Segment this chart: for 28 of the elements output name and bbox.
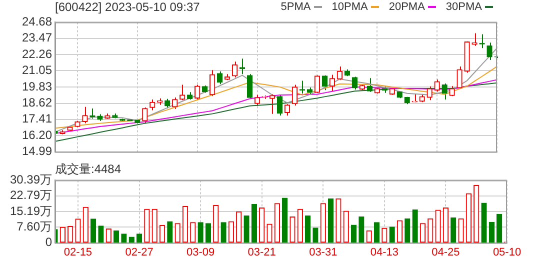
legend-label: 30PMA bbox=[446, 0, 482, 14]
y-tick-label: 19.83 bbox=[22, 79, 52, 94]
y-tick-label: 22.79万 bbox=[10, 188, 52, 202]
x-tick-label: 04-25 bbox=[432, 246, 460, 258]
y-tick-label: 7.60万 bbox=[16, 219, 52, 234]
y-tick-label: 14.99 bbox=[22, 144, 52, 158]
chart-title: 成交量:4484 bbox=[55, 162, 122, 176]
y-tick-label: 21.05 bbox=[22, 63, 52, 78]
y-tick-label: 23.47 bbox=[22, 30, 52, 45]
x-tick-label: 03-09 bbox=[186, 246, 215, 258]
x-tick-label: 02-15 bbox=[64, 246, 92, 258]
chart-title: [600422] 2023-05-10 09:37 bbox=[55, 0, 200, 14]
x-tick-label: 03-21 bbox=[248, 246, 276, 258]
y-tick-label: 30.39万 bbox=[10, 172, 52, 187]
x-tick-label: 03-31 bbox=[309, 246, 338, 258]
y-tick-label: 18.62 bbox=[22, 96, 52, 110]
legend-label: 20PMA bbox=[388, 0, 425, 14]
y-tick-label: 22.26 bbox=[22, 46, 52, 61]
y-tick-label: 15.19万 bbox=[10, 204, 52, 218]
x-tick-label: 04-13 bbox=[370, 246, 398, 258]
x-tick-label: 05-10 bbox=[492, 246, 522, 258]
y-tick-label: 16.20 bbox=[22, 128, 52, 142]
y-tick-label: 0 bbox=[45, 235, 52, 250]
legend-label: 10PMA bbox=[332, 0, 368, 14]
x-tick-label: 02-27 bbox=[125, 246, 154, 258]
y-tick-label: 17.41 bbox=[22, 112, 52, 126]
y-tick-label: 24.68 bbox=[22, 14, 52, 29]
legend-label: 5PMA bbox=[280, 0, 311, 14]
